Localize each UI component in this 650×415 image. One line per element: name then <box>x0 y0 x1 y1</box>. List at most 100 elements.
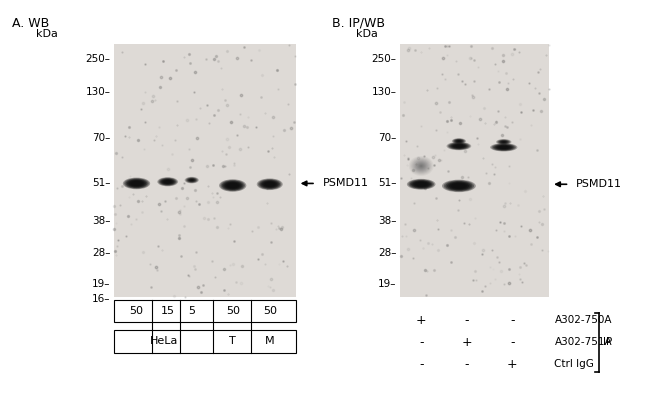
Ellipse shape <box>501 141 506 143</box>
Ellipse shape <box>497 145 511 149</box>
Ellipse shape <box>161 178 175 185</box>
Ellipse shape <box>407 179 436 190</box>
Text: HeLa: HeLa <box>150 336 178 347</box>
Bar <box>114 330 296 353</box>
Text: -: - <box>510 336 514 349</box>
Text: 28–: 28– <box>378 248 396 258</box>
Ellipse shape <box>157 177 178 186</box>
Ellipse shape <box>456 145 461 147</box>
Ellipse shape <box>131 181 142 186</box>
Ellipse shape <box>456 185 462 187</box>
Ellipse shape <box>454 144 464 148</box>
Ellipse shape <box>187 178 196 182</box>
Ellipse shape <box>449 143 469 149</box>
Ellipse shape <box>450 143 467 149</box>
Ellipse shape <box>159 178 177 186</box>
Ellipse shape <box>458 141 460 142</box>
Text: -: - <box>510 314 514 327</box>
Ellipse shape <box>500 141 507 143</box>
Ellipse shape <box>495 145 512 150</box>
Ellipse shape <box>164 180 172 183</box>
Text: 38–: 38– <box>92 216 111 226</box>
Ellipse shape <box>455 139 462 143</box>
Ellipse shape <box>166 181 169 182</box>
Text: Ctrl IgG: Ctrl IgG <box>554 359 594 369</box>
Ellipse shape <box>124 178 149 189</box>
Ellipse shape <box>134 182 139 185</box>
Ellipse shape <box>420 165 423 167</box>
Ellipse shape <box>219 179 246 192</box>
Text: +: + <box>462 336 472 349</box>
Ellipse shape <box>263 181 276 187</box>
Ellipse shape <box>190 179 193 181</box>
Ellipse shape <box>130 181 143 186</box>
Text: 51–: 51– <box>92 178 111 188</box>
Text: 250–: 250– <box>372 54 396 64</box>
Text: kDa: kDa <box>356 29 378 39</box>
Ellipse shape <box>266 183 274 186</box>
Text: 50: 50 <box>226 306 240 316</box>
Ellipse shape <box>190 179 194 181</box>
Text: 16–: 16– <box>92 294 111 304</box>
Ellipse shape <box>452 183 465 188</box>
Text: 51–: 51– <box>378 178 396 188</box>
Text: 70–: 70– <box>92 133 111 143</box>
Ellipse shape <box>499 146 509 149</box>
Text: 28–: 28– <box>92 248 111 258</box>
Ellipse shape <box>261 180 279 188</box>
Ellipse shape <box>413 159 430 173</box>
Ellipse shape <box>262 181 278 188</box>
Text: -: - <box>419 358 423 371</box>
Ellipse shape <box>420 184 423 185</box>
Text: 38–: 38– <box>378 216 396 226</box>
Text: 250–: 250– <box>86 54 110 64</box>
Ellipse shape <box>494 144 514 150</box>
Ellipse shape <box>416 162 426 170</box>
Ellipse shape <box>259 180 280 189</box>
Ellipse shape <box>448 142 470 150</box>
Ellipse shape <box>447 142 471 150</box>
Ellipse shape <box>410 180 433 188</box>
Ellipse shape <box>452 144 466 149</box>
Ellipse shape <box>501 146 506 148</box>
Text: T: T <box>229 336 236 347</box>
Ellipse shape <box>496 139 512 145</box>
Ellipse shape <box>230 184 235 187</box>
Ellipse shape <box>454 184 464 188</box>
Ellipse shape <box>185 177 199 183</box>
Ellipse shape <box>127 179 146 188</box>
Text: -: - <box>465 358 469 371</box>
Ellipse shape <box>411 181 431 188</box>
Ellipse shape <box>500 140 508 143</box>
Ellipse shape <box>229 183 237 187</box>
Ellipse shape <box>164 181 171 183</box>
Ellipse shape <box>227 183 238 188</box>
Ellipse shape <box>185 177 198 183</box>
Ellipse shape <box>166 181 170 183</box>
Ellipse shape <box>490 143 517 151</box>
Ellipse shape <box>408 179 434 189</box>
Ellipse shape <box>497 139 510 144</box>
Ellipse shape <box>502 147 505 148</box>
Ellipse shape <box>188 178 195 182</box>
Text: 70–: 70– <box>378 133 396 143</box>
Ellipse shape <box>452 144 465 148</box>
Text: 15: 15 <box>161 306 175 316</box>
Ellipse shape <box>453 139 465 144</box>
Ellipse shape <box>231 185 234 186</box>
Text: IP: IP <box>603 337 612 347</box>
Ellipse shape <box>128 180 145 187</box>
Ellipse shape <box>414 181 428 187</box>
Ellipse shape <box>135 183 138 184</box>
Text: +: + <box>416 314 426 327</box>
Ellipse shape <box>452 139 465 144</box>
Ellipse shape <box>455 145 463 147</box>
Ellipse shape <box>442 180 476 192</box>
Ellipse shape <box>500 146 508 149</box>
Text: A302-750A: A302-750A <box>554 315 612 325</box>
Ellipse shape <box>133 182 140 185</box>
Ellipse shape <box>415 161 428 171</box>
Text: 50: 50 <box>129 306 144 316</box>
Ellipse shape <box>457 185 461 187</box>
Ellipse shape <box>268 184 271 185</box>
